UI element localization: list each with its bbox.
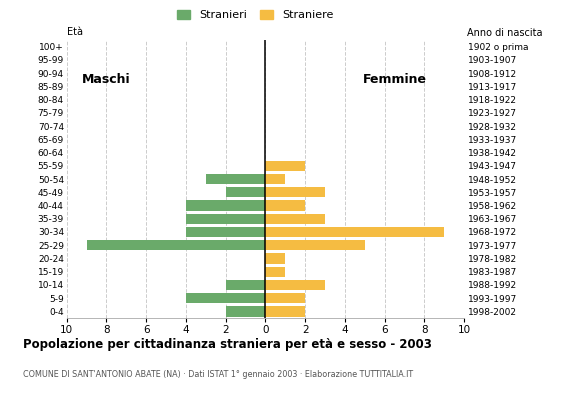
Bar — [226, 187, 266, 198]
Bar — [266, 214, 325, 224]
Bar — [86, 240, 266, 250]
Bar — [266, 293, 305, 303]
Bar — [226, 280, 266, 290]
Bar — [226, 306, 266, 316]
Bar — [266, 240, 365, 250]
Text: Popolazione per cittadinanza straniera per età e sesso - 2003: Popolazione per cittadinanza straniera p… — [23, 338, 432, 351]
Bar — [266, 227, 444, 237]
Bar — [266, 306, 305, 316]
Bar — [266, 174, 285, 184]
Bar — [266, 253, 285, 264]
Bar — [266, 187, 325, 198]
Bar — [186, 293, 266, 303]
Bar — [186, 214, 266, 224]
Bar — [266, 280, 325, 290]
Bar — [186, 200, 266, 211]
Text: Età: Età — [67, 27, 83, 37]
Bar — [266, 200, 305, 211]
Text: Maschi: Maschi — [82, 73, 130, 86]
Bar — [206, 174, 266, 184]
Bar — [266, 266, 285, 277]
Bar — [186, 227, 266, 237]
Text: Femmine: Femmine — [362, 73, 426, 86]
Bar — [266, 160, 305, 171]
Legend: Stranieri, Straniere: Stranieri, Straniere — [172, 6, 338, 25]
Text: Anno di nascita: Anno di nascita — [467, 28, 542, 38]
Text: COMUNE DI SANT'ANTONIO ABATE (NA) · Dati ISTAT 1° gennaio 2003 · Elaborazione TU: COMUNE DI SANT'ANTONIO ABATE (NA) · Dati… — [23, 370, 414, 379]
